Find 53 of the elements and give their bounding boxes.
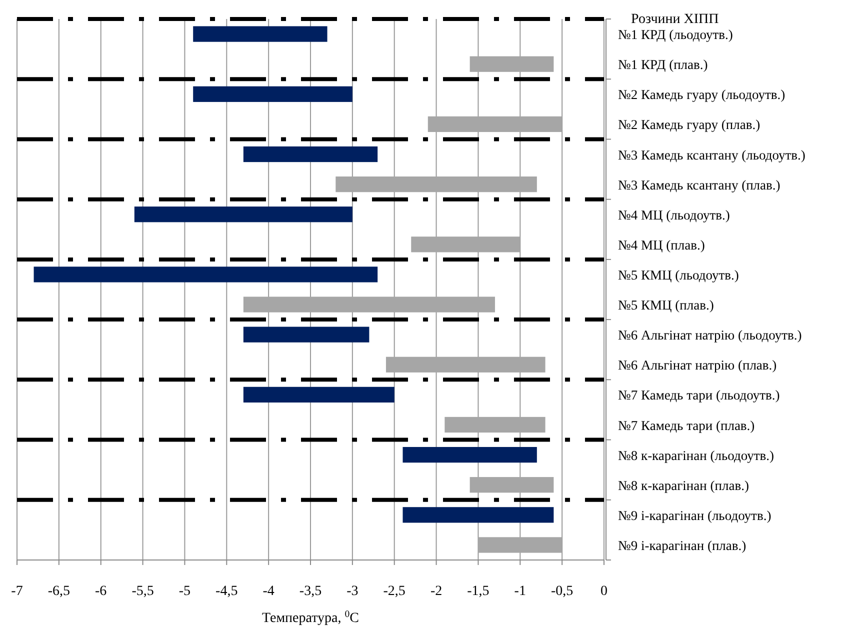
x-tick-label: -6 — [95, 584, 107, 599]
x-tick-label: -1,5 — [467, 584, 490, 599]
x-tick-label: -3 — [346, 584, 358, 599]
bar — [428, 116, 562, 132]
bar — [411, 236, 520, 252]
bar — [402, 446, 537, 463]
y-tick-label: №8 к-карагінан (льодоутв.) — [618, 448, 774, 463]
y-tick-label: №9 і-карагінан (плав.) — [618, 538, 746, 553]
y-tick-label: №5 КМЦ (льодоутв.) — [618, 267, 739, 282]
x-tick-label: -4 — [262, 584, 274, 599]
x-tick-label: -3,5 — [299, 584, 322, 599]
bar — [336, 176, 537, 192]
y-axis-title: Розчини ХІПП — [631, 12, 719, 27]
bar — [478, 537, 562, 553]
x-tick-label: -4,5 — [216, 584, 238, 599]
bar — [134, 206, 352, 222]
x-axis-title: Температура, $^{0}$С — [262, 608, 360, 626]
y-tick-label: №8 к-карагінан (плав.) — [618, 478, 749, 493]
y-tick-label: №1 КРД (льодоутв.) — [618, 27, 733, 42]
x-tick-label: -0,5 — [550, 584, 574, 599]
y-tick-label: №4 МЦ (плав.) — [618, 237, 705, 252]
x-tick-label: -2,5 — [383, 584, 406, 599]
x-tick-label: -5 — [178, 584, 191, 599]
y-tick-label: №2 Камедь гуару (плав.) — [618, 117, 760, 132]
bar — [444, 416, 546, 433]
bar — [470, 477, 554, 493]
y-tick-label: №3 Камедь ксантану (плав.) — [618, 177, 780, 192]
bar — [470, 56, 554, 72]
bar — [243, 146, 378, 162]
y-tick-label: №6 Альгінат натрію (плав.) — [618, 358, 777, 373]
y-tick-label: №4 МЦ (льодоутв.) — [618, 207, 730, 222]
bar — [193, 86, 352, 102]
x-tick-label: -6,5 — [48, 584, 70, 599]
y-tick-label: №6 Альгінат натрію (льодоутв.) — [618, 328, 802, 343]
x-tick-label: 0 — [600, 584, 608, 599]
y-tick-label: №3 Камедь ксантану (льодоутв.) — [618, 147, 806, 162]
x-tick-label: -5,5 — [132, 584, 154, 599]
x-tick-label: -1 — [514, 584, 526, 599]
y-tick-label: №2 Камедь гуару (льодоутв.) — [618, 87, 786, 102]
bar — [243, 386, 394, 403]
x-tick-label: -2 — [430, 584, 442, 599]
bar — [402, 507, 554, 523]
y-tick-label: №5 КМЦ (плав.) — [618, 298, 714, 313]
bar — [193, 26, 328, 42]
bar — [386, 356, 546, 372]
y-tick-label: №9 і-карагінан (льодоутв.) — [618, 508, 772, 523]
y-tick-label: №1 КРД (плав.) — [618, 57, 708, 72]
bar — [243, 296, 495, 312]
bar — [243, 326, 370, 342]
x-tick-label: -7 — [11, 584, 23, 599]
y-tick-label: №7 Камедь тари (плав.) — [618, 418, 755, 433]
bar — [34, 266, 378, 282]
y-tick-label: №7 Камедь тари (льодоутв.) — [618, 388, 780, 403]
